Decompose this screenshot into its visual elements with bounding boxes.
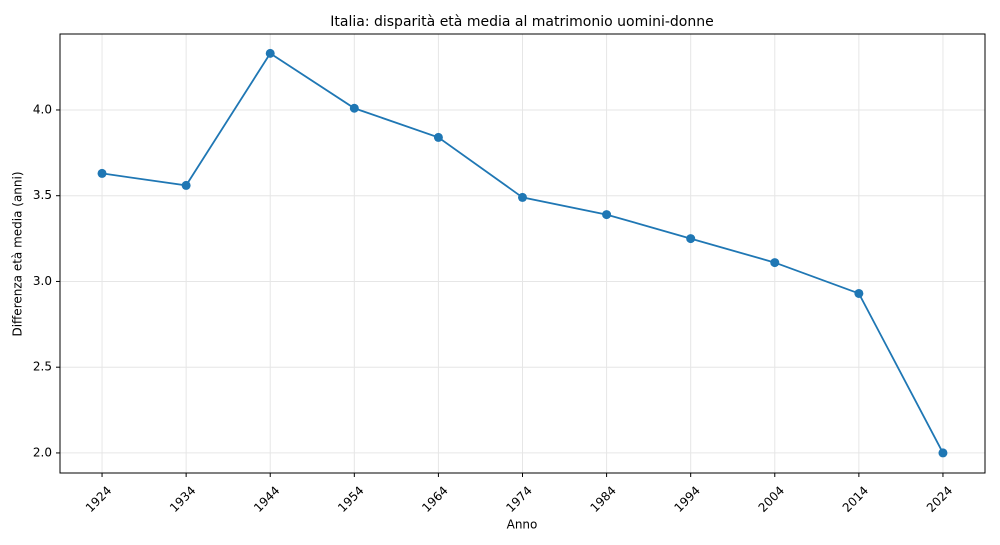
- point: [938, 448, 948, 458]
- y-tick-label: 3.5: [33, 188, 52, 202]
- point: [265, 48, 275, 58]
- point: [181, 180, 191, 190]
- x-tick-label: 1934: [167, 483, 198, 514]
- plot-frame: [59, 33, 986, 474]
- y-tick-label: 3.0: [33, 274, 52, 288]
- x-axis-label: Anno: [507, 518, 538, 532]
- x-tick-label: 1984: [587, 483, 618, 514]
- x-tick-label: 2014: [840, 483, 871, 514]
- x-tick-label: 1964: [419, 483, 450, 514]
- point: [686, 234, 696, 244]
- y-tick-label: 2.0: [33, 445, 52, 459]
- x-tick-label: 1924: [83, 483, 114, 514]
- x-tick-label: 1974: [503, 483, 534, 514]
- point: [770, 258, 780, 268]
- x-tick-label: 2004: [756, 483, 787, 514]
- point: [854, 288, 864, 298]
- chart-title: Italia: disparità età media al matrimoni…: [330, 14, 713, 30]
- y-tick-label: 4.0: [33, 102, 52, 116]
- x-tick-label: 1954: [335, 483, 366, 514]
- point: [433, 132, 443, 142]
- x-tick-label: 1944: [251, 483, 282, 514]
- y-axis-label: Differenza età media (anni): [11, 171, 25, 336]
- point: [602, 210, 612, 220]
- x-tick-label: 1994: [672, 483, 703, 514]
- y-tick-label: 2.5: [33, 360, 52, 374]
- x-tick-label: 2024: [924, 483, 955, 514]
- point: [518, 192, 527, 202]
- point: [97, 168, 107, 178]
- point: [349, 103, 359, 113]
